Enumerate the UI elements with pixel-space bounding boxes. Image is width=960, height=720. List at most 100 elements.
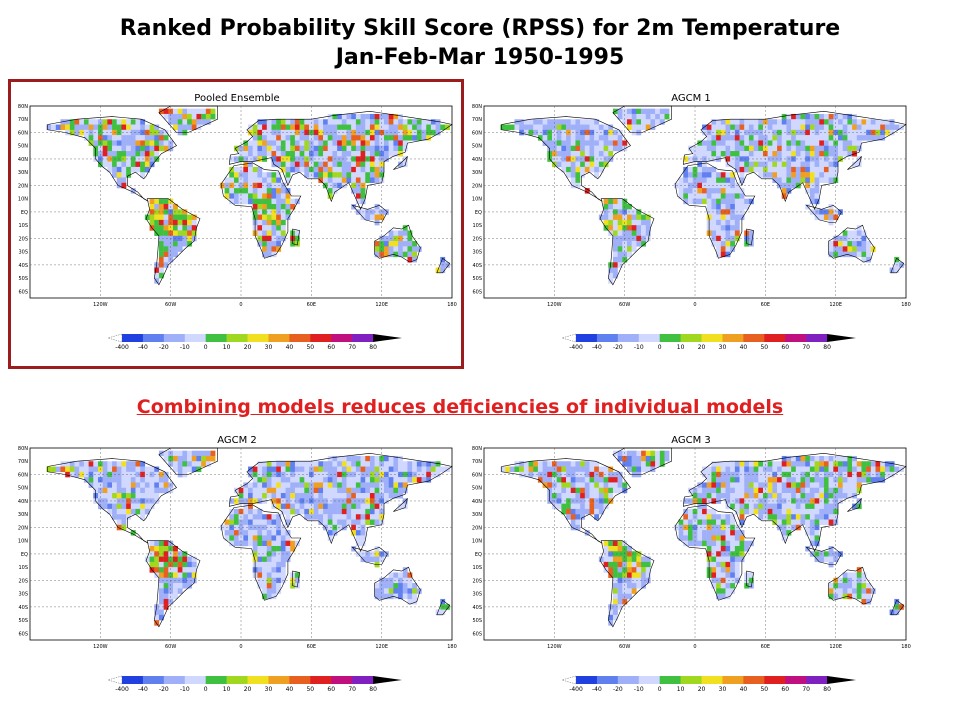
- skill-cell: [327, 466, 333, 473]
- skill-cell: [210, 108, 216, 115]
- colorbar-label: 10: [677, 686, 685, 693]
- skill-cell: [716, 551, 721, 557]
- skill-cell: [612, 487, 618, 494]
- skill-cell: [838, 246, 843, 252]
- skill-cell: [374, 203, 380, 210]
- skill-cell: [711, 172, 717, 178]
- skill-cell: [730, 540, 736, 547]
- skill-cell: [294, 151, 300, 157]
- skill-cell: [154, 609, 160, 616]
- skill-cell: [762, 461, 768, 467]
- skill-cell: [365, 172, 371, 178]
- skill-cell: [318, 514, 324, 520]
- skill-cell: [547, 140, 553, 146]
- skill-cell: [126, 477, 132, 483]
- skill-cell: [819, 482, 825, 488]
- skill-cell: [842, 251, 848, 258]
- skill-cell: [608, 225, 614, 231]
- skill-cell: [697, 508, 703, 515]
- skill-cell: [748, 156, 754, 162]
- skill-cell: [641, 214, 646, 221]
- skill-cell: [631, 556, 637, 563]
- skill-cell: [360, 145, 366, 152]
- skill-cell: [608, 556, 614, 563]
- skill-cell: [767, 477, 773, 483]
- skill-cell: [402, 140, 408, 146]
- skill-cell: [388, 140, 394, 146]
- skill-cell: [556, 151, 562, 157]
- skill-cell: [697, 530, 703, 536]
- skill-cell: [262, 556, 267, 563]
- skill-cell: [374, 519, 380, 525]
- skill-cell: [144, 487, 150, 494]
- skill-cell: [257, 514, 263, 520]
- skill-cell: [828, 593, 834, 600]
- skill-cell: [421, 461, 427, 467]
- skill-cell: [266, 198, 272, 205]
- lat-tick-label: 10S: [472, 565, 482, 571]
- skill-cell: [608, 466, 614, 473]
- skill-cell: [102, 466, 108, 473]
- skill-cell: [182, 466, 188, 473]
- skill-cell: [46, 124, 52, 131]
- skill-cell: [617, 230, 623, 236]
- skill-cell: [814, 530, 820, 536]
- skill-cell: [734, 124, 740, 131]
- skill-cell: [271, 135, 277, 141]
- skill-cell: [711, 545, 717, 552]
- skill-cell: [374, 461, 380, 467]
- skill-cell: [631, 588, 637, 594]
- skill-cell: [360, 113, 366, 120]
- skill-cell: [393, 135, 399, 141]
- skill-cell: [852, 251, 857, 258]
- lat-tick-label: 30N: [472, 170, 482, 176]
- skill-cell: [631, 567, 637, 573]
- skill-cell: [79, 461, 85, 467]
- skill-cell: [266, 530, 272, 536]
- skill-cell: [187, 461, 192, 467]
- skill-cell: [603, 493, 609, 499]
- colorbar-label: 0: [658, 686, 662, 693]
- skill-cell: [304, 482, 310, 488]
- skill-cell: [772, 508, 778, 515]
- skill-cell: [262, 471, 267, 478]
- skill-cell: [561, 461, 567, 467]
- skill-cell: [809, 540, 815, 547]
- skill-cell: [650, 119, 656, 125]
- skill-cell: [177, 108, 183, 115]
- skill-cell: [299, 151, 305, 157]
- skill-cell: [725, 193, 731, 199]
- skill-cell: [716, 214, 721, 221]
- skill-cell: [374, 209, 380, 215]
- skill-cell: [697, 145, 703, 152]
- skill-cell: [384, 241, 389, 247]
- skill-cell: [318, 466, 324, 473]
- skill-cell: [772, 471, 778, 478]
- skill-cell: [229, 198, 235, 205]
- skill-cell: [135, 161, 141, 168]
- colorbar-label: 10: [223, 686, 231, 693]
- lat-tick-label: 30S: [18, 592, 28, 598]
- skill-cell: [758, 145, 764, 152]
- skill-cell: [781, 477, 787, 483]
- skill-cell: [856, 466, 862, 473]
- skill-cell: [800, 124, 806, 131]
- skill-cell: [580, 124, 586, 131]
- skill-cell: [570, 508, 576, 515]
- skill-cell: [847, 588, 853, 594]
- skill-cell: [294, 477, 300, 483]
- skill-cell: [795, 177, 801, 183]
- colorbar-swatch: [310, 676, 332, 684]
- skill-cell: [158, 561, 164, 568]
- skill-cell: [528, 119, 534, 125]
- colorbar-swatch: [617, 334, 640, 342]
- skill-cell: [290, 119, 296, 125]
- skill-cell: [631, 124, 637, 131]
- skill-cell: [271, 514, 277, 520]
- skill-cell: [276, 567, 282, 573]
- skill-cell: [116, 140, 122, 146]
- skill-cell: [781, 151, 787, 157]
- skill-cell: [163, 556, 169, 563]
- skill-cell: [351, 182, 357, 189]
- skill-cell: [238, 519, 244, 525]
